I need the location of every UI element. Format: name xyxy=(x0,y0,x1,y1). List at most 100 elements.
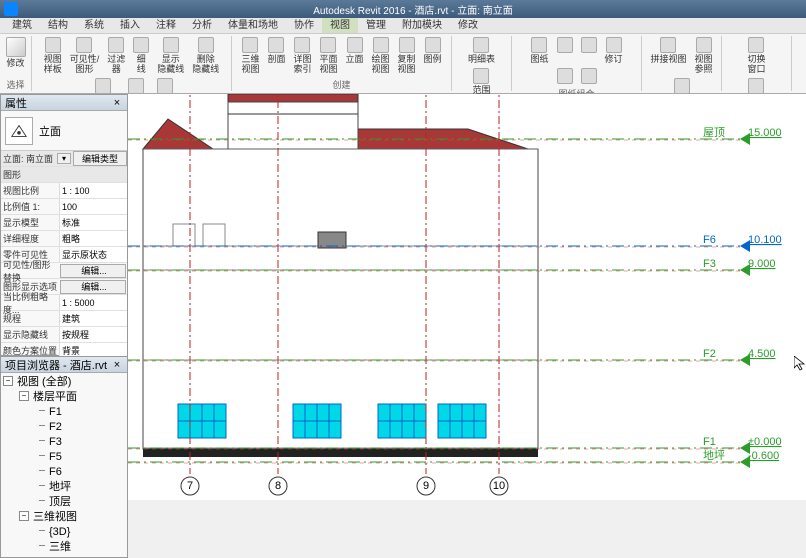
modify-button[interactable]: 修改 xyxy=(3,36,29,77)
ribbon-button[interactable]: 细线 xyxy=(130,36,152,75)
ribbon-button[interactable]: 拼接视图 xyxy=(647,36,689,75)
ribbon-button[interactable]: 明细表 xyxy=(465,36,498,65)
app-title: Autodesk Revit 2016 - 酒店.rvt - 立面: 南立面 xyxy=(24,2,802,17)
ribbon-button[interactable]: 图纸 xyxy=(527,36,551,65)
ribbon-button[interactable]: 过滤器 xyxy=(104,36,128,75)
left-panels: 属性 × 立面 立面: 南立面 ▾ 编辑类型 图形 视图比例1 : 100比例值… xyxy=(0,94,128,500)
tool-icon xyxy=(557,37,573,53)
level-elev[interactable]: 4.500 xyxy=(748,348,776,360)
close-icon[interactable]: × xyxy=(111,359,123,371)
menu-bar: 建筑 结构 系统 插入 注释 分析 体量和场地 协作 视图 管理 附加模块 修改 xyxy=(0,18,806,34)
project-tree[interactable]: 视图 (全部) 楼层平面 F1F2F3F5F6地坪顶层 三维视图 {3D}三维 xyxy=(1,373,127,557)
ribbon-button[interactable]: 三维视图 xyxy=(238,36,262,77)
tool-icon xyxy=(399,37,415,53)
menu-manage[interactable]: 管理 xyxy=(358,18,394,33)
tool-icon xyxy=(531,37,547,53)
tree-item[interactable]: F1 xyxy=(35,405,125,420)
browser-panel: 项目浏览器 - 酒店.rvt × 视图 (全部) 楼层平面 F1F2F3F5F6… xyxy=(0,356,128,558)
ribbon-button[interactable] xyxy=(578,67,600,86)
tree-floorplans[interactable]: 楼层平面 xyxy=(19,390,125,405)
tool-icon xyxy=(268,37,284,53)
ribbon-button[interactable]: 立面 xyxy=(343,36,367,77)
tool-icon xyxy=(128,78,144,94)
menu-addin[interactable]: 附加模块 xyxy=(394,18,450,33)
menu-struct[interactable]: 结构 xyxy=(40,18,76,33)
property-row[interactable]: 视图比例1 : 100 xyxy=(1,183,127,199)
property-row[interactable]: 当比例粗略度...1 : 5000 xyxy=(1,295,127,311)
level-name[interactable]: F6 xyxy=(703,234,716,246)
tool-icon xyxy=(557,68,573,84)
level-name[interactable]: F1 xyxy=(703,436,716,448)
menu-mass[interactable]: 体量和场地 xyxy=(220,18,286,33)
ribbon-group-create: 三维视图剖面详图索引平面视图立面绘图视图复制视图图例 创建 xyxy=(232,36,452,91)
type-dropdown[interactable]: ▾ xyxy=(57,153,71,164)
ribbon-button[interactable]: 复制视图 xyxy=(395,36,419,77)
tree-item[interactable]: F3 xyxy=(35,435,125,450)
level-elev[interactable]: -0.600 xyxy=(748,450,779,462)
ribbon-button[interactable]: 剖面 xyxy=(264,36,288,77)
property-row[interactable]: 显示模型标准 xyxy=(1,215,127,231)
ribbon-button[interactable]: 修订 xyxy=(602,36,626,65)
ribbon-button[interactable] xyxy=(578,36,600,65)
level-elev[interactable]: ±0.000 xyxy=(748,436,782,448)
tool-icon xyxy=(373,37,389,53)
property-row[interactable]: 可见性/图形替换编辑... xyxy=(1,263,127,279)
tool-icon xyxy=(198,37,214,53)
tree-item[interactable]: 地坪 xyxy=(35,480,125,495)
tree-item[interactable]: {3D} xyxy=(35,525,125,540)
level-name[interactable]: 地坪 xyxy=(703,449,725,462)
ribbon-button[interactable]: 视图样板 xyxy=(41,36,65,75)
level-name[interactable]: 屋顶 xyxy=(703,126,725,139)
ribbon-button[interactable]: 视图参照 xyxy=(692,36,716,75)
tree-item[interactable]: F6 xyxy=(35,465,125,480)
tree-item[interactable]: 三维 xyxy=(35,540,125,555)
menu-sys[interactable]: 系统 xyxy=(76,18,112,33)
tree-3dviews[interactable]: 三维视图 xyxy=(19,510,125,525)
menu-arch[interactable]: 建筑 xyxy=(4,18,40,33)
property-row[interactable]: 显示隐藏线按规程 xyxy=(1,327,127,343)
tree-item[interactable]: F5 xyxy=(35,450,125,465)
tree-root[interactable]: 视图 (全部) xyxy=(3,375,125,390)
tool-icon xyxy=(748,78,764,94)
menu-view[interactable]: 视图 xyxy=(322,18,358,33)
tree-item[interactable]: 顶层 xyxy=(35,495,125,510)
ribbon-button[interactable]: 图例 xyxy=(421,36,445,77)
ribbon-button[interactable] xyxy=(554,67,576,86)
svg-text:8: 8 xyxy=(275,480,281,492)
property-row[interactable]: 规程建筑 xyxy=(1,311,127,327)
tree-item[interactable]: F2 xyxy=(35,420,125,435)
edit-type-button[interactable]: 编辑类型 xyxy=(73,151,127,166)
tool-icon xyxy=(320,37,336,53)
menu-insert[interactable]: 插入 xyxy=(112,18,148,33)
menu-collab[interactable]: 协作 xyxy=(286,18,322,33)
ribbon-button[interactable] xyxy=(554,36,576,65)
menu-modify[interactable]: 修改 xyxy=(450,18,486,33)
ribbon-button[interactable]: 可见性/图形 xyxy=(67,36,103,75)
ribbon-button[interactable]: 平面视图 xyxy=(316,36,340,77)
tool-icon xyxy=(347,37,363,53)
browser-header: 项目浏览器 - 酒店.rvt × xyxy=(1,357,127,373)
tool-icon xyxy=(473,37,489,53)
ribbon-button[interactable]: 切换窗口 xyxy=(744,36,768,75)
tool-icon xyxy=(748,37,764,53)
property-row[interactable]: 详细程度粗略 xyxy=(1,231,127,247)
level-name[interactable]: F2 xyxy=(703,348,716,360)
ribbon-button[interactable]: 绘图视图 xyxy=(369,36,393,77)
level-name[interactable]: F3 xyxy=(703,258,716,270)
type-selector[interactable]: 立面 xyxy=(1,111,127,151)
properties-panel: 属性 × 立面 立面: 南立面 ▾ 编辑类型 图形 视图比例1 : 100比例值… xyxy=(0,94,128,356)
menu-analyze[interactable]: 分析 xyxy=(184,18,220,33)
tool-icon xyxy=(242,37,258,53)
level-elev[interactable]: 15.000 xyxy=(748,127,782,139)
level-elev[interactable]: 9.000 xyxy=(748,258,776,270)
ribbon-button[interactable]: 显示隐藏线 xyxy=(154,36,187,75)
ribbon-button[interactable]: 删除隐藏线 xyxy=(189,36,222,75)
menu-annot[interactable]: 注释 xyxy=(148,18,184,33)
close-icon[interactable]: × xyxy=(111,97,123,109)
drawing-canvas[interactable]: 78910屋顶15.000F610.100F39.000F24.500F1±0.… xyxy=(128,94,806,500)
level-elev[interactable]: 10.100 xyxy=(748,234,782,246)
tool-icon xyxy=(581,68,597,84)
ribbon-button[interactable]: 详图索引 xyxy=(290,36,314,77)
property-row[interactable]: 比例值 1:100 xyxy=(1,199,127,215)
tool-icon xyxy=(163,37,179,53)
